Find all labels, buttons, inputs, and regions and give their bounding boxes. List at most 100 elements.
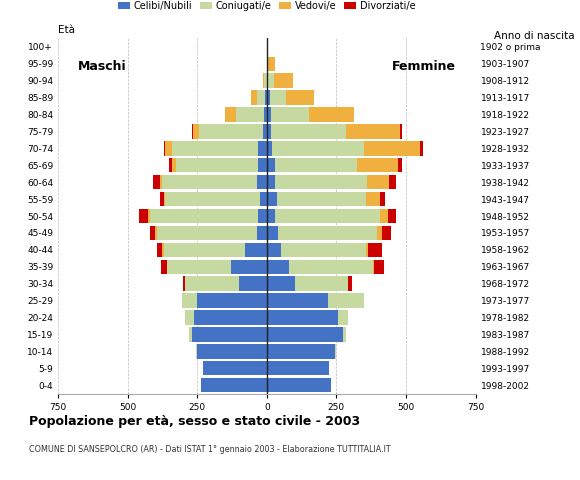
- Bar: [368, 243, 382, 257]
- Bar: [343, 327, 346, 342]
- Bar: [176, 158, 259, 172]
- Bar: [236, 108, 264, 122]
- Bar: [267, 293, 328, 308]
- Bar: [197, 344, 267, 359]
- Bar: [267, 73, 268, 88]
- Bar: [267, 378, 331, 392]
- Bar: [191, 124, 193, 139]
- Bar: [203, 361, 267, 375]
- Bar: [388, 209, 396, 223]
- Text: Popolazione per età, sesso e stato civile - 2003: Popolazione per età, sesso e stato civil…: [29, 415, 360, 428]
- Bar: [198, 124, 263, 139]
- Text: Età: Età: [58, 25, 75, 35]
- Text: COMUNE DI SANSEPOLCRO (AR) - Dati ISTAT 1° gennaio 2003 - Elaborazione TUTTITALI: COMUNE DI SANSEPOLCRO (AR) - Dati ISTAT …: [29, 445, 390, 455]
- Bar: [267, 90, 270, 105]
- Bar: [166, 260, 231, 274]
- Bar: [231, 260, 267, 274]
- Bar: [201, 378, 267, 392]
- Bar: [275, 209, 379, 223]
- Legend: Celibi/Nubili, Coniugati/e, Vedovi/e, Divorziati/e: Celibi/Nubili, Coniugati/e, Vedovi/e, Di…: [114, 0, 419, 15]
- Bar: [194, 310, 267, 324]
- Bar: [264, 73, 267, 88]
- Text: Maschi: Maschi: [78, 60, 126, 73]
- Bar: [165, 141, 172, 156]
- Bar: [155, 226, 157, 240]
- Bar: [267, 361, 329, 375]
- Bar: [259, 141, 267, 156]
- Bar: [139, 209, 148, 223]
- Bar: [257, 175, 267, 190]
- Bar: [225, 108, 236, 122]
- Bar: [193, 124, 198, 139]
- Bar: [160, 192, 164, 206]
- Bar: [372, 260, 374, 274]
- Bar: [263, 124, 267, 139]
- Bar: [267, 108, 271, 122]
- Bar: [189, 327, 191, 342]
- Bar: [196, 344, 197, 359]
- Bar: [259, 158, 267, 172]
- Bar: [164, 243, 245, 257]
- Bar: [150, 209, 259, 223]
- Bar: [271, 124, 346, 139]
- Bar: [364, 141, 420, 156]
- Bar: [260, 192, 267, 206]
- Bar: [162, 175, 257, 190]
- Bar: [161, 260, 166, 274]
- Bar: [270, 90, 287, 105]
- Bar: [277, 192, 365, 206]
- Bar: [274, 73, 293, 88]
- Bar: [267, 260, 289, 274]
- Bar: [267, 327, 343, 342]
- Bar: [252, 90, 257, 105]
- Bar: [183, 276, 184, 291]
- Bar: [267, 344, 335, 359]
- Bar: [162, 243, 164, 257]
- Bar: [271, 108, 309, 122]
- Bar: [267, 226, 278, 240]
- Bar: [275, 158, 357, 172]
- Bar: [365, 243, 368, 257]
- Bar: [379, 209, 388, 223]
- Bar: [257, 226, 267, 240]
- Bar: [287, 90, 314, 105]
- Bar: [191, 327, 267, 342]
- Bar: [346, 124, 400, 139]
- Bar: [245, 243, 267, 257]
- Bar: [267, 57, 268, 71]
- Bar: [239, 276, 267, 291]
- Bar: [197, 293, 267, 308]
- Bar: [267, 276, 295, 291]
- Bar: [157, 243, 162, 257]
- Bar: [267, 310, 338, 324]
- Bar: [172, 141, 259, 156]
- Bar: [357, 158, 398, 172]
- Bar: [367, 175, 389, 190]
- Bar: [420, 141, 423, 156]
- Bar: [150, 226, 155, 240]
- Bar: [263, 73, 264, 88]
- Bar: [164, 192, 165, 206]
- Bar: [382, 226, 391, 240]
- Bar: [148, 209, 150, 223]
- Bar: [266, 90, 267, 105]
- Bar: [275, 175, 367, 190]
- Bar: [400, 124, 402, 139]
- Bar: [389, 175, 396, 190]
- Bar: [268, 73, 274, 88]
- Bar: [365, 192, 379, 206]
- Bar: [398, 158, 402, 172]
- Bar: [335, 344, 336, 359]
- Bar: [267, 158, 275, 172]
- Bar: [182, 293, 197, 308]
- Bar: [338, 310, 347, 324]
- Bar: [160, 175, 162, 190]
- Bar: [264, 108, 267, 122]
- Bar: [184, 310, 194, 324]
- Bar: [267, 209, 275, 223]
- Bar: [268, 57, 275, 71]
- Bar: [374, 260, 384, 274]
- Bar: [267, 141, 273, 156]
- Bar: [164, 141, 165, 156]
- Bar: [267, 192, 277, 206]
